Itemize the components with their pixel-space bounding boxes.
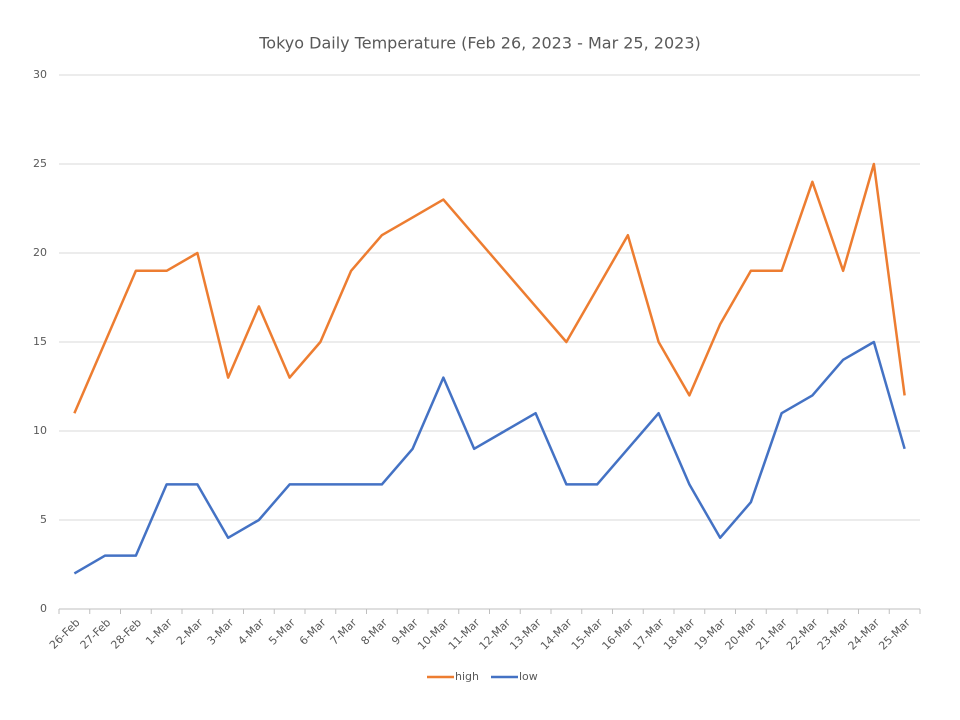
x-tick-label: 6-Mar (297, 616, 329, 648)
y-tick-label: 10 (33, 424, 47, 437)
y-tick-label: 30 (33, 68, 47, 81)
x-tick-label: 25-Mar (876, 616, 913, 653)
x-tick-label: 18-Mar (661, 616, 698, 653)
chart-title: Tokyo Daily Temperature (Feb 26, 2023 - … (258, 34, 701, 53)
legend-label: high (455, 670, 479, 683)
x-tick-label: 24-Mar (846, 616, 883, 653)
x-tick-label: 2-Mar (174, 616, 206, 648)
x-tick-label: 21-Mar (753, 616, 790, 653)
x-tick-label: 5-Mar (266, 616, 298, 648)
y-tick-label: 5 (40, 513, 47, 526)
x-tick-label: 8-Mar (358, 616, 390, 648)
x-tick-label: 27-Feb (78, 616, 114, 652)
x-tick-label: 12-Mar (477, 616, 514, 653)
x-tick-label: 28-Feb (108, 616, 144, 652)
x-tick-label: 13-Mar (507, 616, 544, 653)
x-tick-label: 10-Mar (415, 616, 452, 653)
x-tick-label: 4-Mar (235, 616, 267, 648)
x-tick-label: 1-Mar (143, 616, 175, 648)
series-line (73, 162, 906, 414)
y-tick-label: 0 (40, 602, 47, 615)
y-tick-label: 15 (33, 335, 47, 348)
x-tick-label: 7-Mar (328, 616, 360, 648)
x-tick-label: 23-Mar (815, 616, 852, 653)
x-tick-label: 20-Mar (723, 616, 760, 653)
y-tick-label: 25 (33, 157, 47, 170)
series-line (73, 340, 906, 575)
x-tick-label: 11-Mar (446, 616, 483, 653)
x-tick-label: 3-Mar (205, 616, 237, 648)
legend-label: low (519, 670, 538, 683)
x-tick-label: 19-Mar (692, 616, 729, 653)
x-tick-label: 26-Feb (47, 616, 83, 652)
x-tick-label: 22-Mar (784, 616, 821, 653)
y-tick-label: 20 (33, 246, 47, 259)
x-tick-label: 15-Mar (569, 616, 606, 653)
x-tick-label: 16-Mar (600, 616, 637, 653)
x-tick-label: 17-Mar (630, 616, 667, 653)
x-tick-label: 14-Mar (538, 616, 575, 653)
